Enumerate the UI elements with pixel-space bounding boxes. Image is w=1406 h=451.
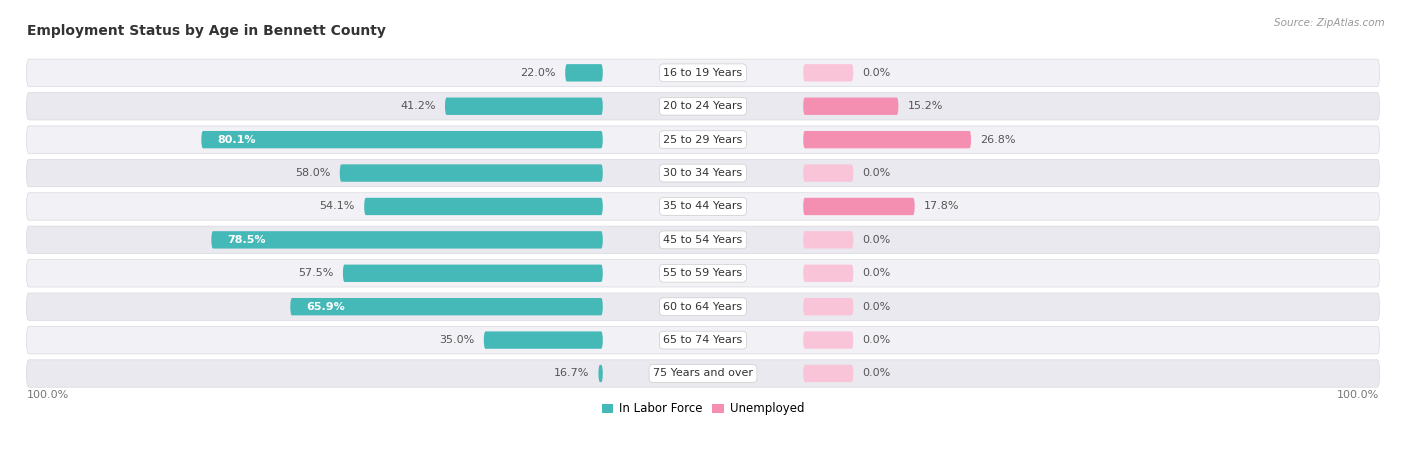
Text: 25 to 29 Years: 25 to 29 Years <box>664 135 742 145</box>
FancyBboxPatch shape <box>803 331 853 349</box>
Text: 0.0%: 0.0% <box>863 335 891 345</box>
FancyBboxPatch shape <box>364 198 603 215</box>
Text: 80.1%: 80.1% <box>217 135 256 145</box>
FancyBboxPatch shape <box>803 131 972 148</box>
Text: 17.8%: 17.8% <box>924 202 959 212</box>
Text: 30 to 34 Years: 30 to 34 Years <box>664 168 742 178</box>
Text: 100.0%: 100.0% <box>1337 390 1379 400</box>
Text: 22.0%: 22.0% <box>520 68 555 78</box>
FancyBboxPatch shape <box>201 131 603 148</box>
FancyBboxPatch shape <box>27 260 1379 287</box>
Text: 0.0%: 0.0% <box>863 302 891 312</box>
Text: Employment Status by Age in Bennett County: Employment Status by Age in Bennett Coun… <box>27 24 385 38</box>
FancyBboxPatch shape <box>211 231 603 249</box>
Legend: In Labor Force, Unemployed: In Labor Force, Unemployed <box>598 397 808 420</box>
FancyBboxPatch shape <box>27 327 1379 354</box>
FancyBboxPatch shape <box>444 97 603 115</box>
Text: 100.0%: 100.0% <box>27 390 69 400</box>
Text: 65 to 74 Years: 65 to 74 Years <box>664 335 742 345</box>
Text: 0.0%: 0.0% <box>863 268 891 278</box>
Text: 35.0%: 35.0% <box>439 335 474 345</box>
FancyBboxPatch shape <box>343 265 603 282</box>
Text: 0.0%: 0.0% <box>863 68 891 78</box>
Text: 20 to 24 Years: 20 to 24 Years <box>664 101 742 111</box>
FancyBboxPatch shape <box>27 126 1379 153</box>
Text: 41.2%: 41.2% <box>401 101 436 111</box>
Text: 16.7%: 16.7% <box>554 368 589 378</box>
FancyBboxPatch shape <box>27 226 1379 253</box>
Text: 78.5%: 78.5% <box>226 235 266 245</box>
Text: 35 to 44 Years: 35 to 44 Years <box>664 202 742 212</box>
FancyBboxPatch shape <box>27 159 1379 187</box>
FancyBboxPatch shape <box>27 193 1379 220</box>
FancyBboxPatch shape <box>803 164 853 182</box>
FancyBboxPatch shape <box>803 231 853 249</box>
FancyBboxPatch shape <box>27 293 1379 320</box>
FancyBboxPatch shape <box>565 64 603 82</box>
FancyBboxPatch shape <box>290 298 603 315</box>
FancyBboxPatch shape <box>803 365 853 382</box>
FancyBboxPatch shape <box>803 64 853 82</box>
FancyBboxPatch shape <box>803 198 915 215</box>
Text: 60 to 64 Years: 60 to 64 Years <box>664 302 742 312</box>
FancyBboxPatch shape <box>27 360 1379 387</box>
Text: 65.9%: 65.9% <box>307 302 344 312</box>
Text: 26.8%: 26.8% <box>980 135 1017 145</box>
Text: 75 Years and over: 75 Years and over <box>652 368 754 378</box>
FancyBboxPatch shape <box>27 92 1379 120</box>
FancyBboxPatch shape <box>340 164 603 182</box>
FancyBboxPatch shape <box>484 331 603 349</box>
Text: 57.5%: 57.5% <box>298 268 333 278</box>
FancyBboxPatch shape <box>803 97 898 115</box>
FancyBboxPatch shape <box>803 265 853 282</box>
Text: 15.2%: 15.2% <box>908 101 943 111</box>
Text: 54.1%: 54.1% <box>319 202 354 212</box>
Text: 0.0%: 0.0% <box>863 168 891 178</box>
Text: 58.0%: 58.0% <box>295 168 330 178</box>
Text: 55 to 59 Years: 55 to 59 Years <box>664 268 742 278</box>
FancyBboxPatch shape <box>803 298 853 315</box>
Text: 45 to 54 Years: 45 to 54 Years <box>664 235 742 245</box>
Text: 0.0%: 0.0% <box>863 235 891 245</box>
Text: Source: ZipAtlas.com: Source: ZipAtlas.com <box>1274 18 1385 28</box>
Text: 16 to 19 Years: 16 to 19 Years <box>664 68 742 78</box>
FancyBboxPatch shape <box>599 365 603 382</box>
Text: 0.0%: 0.0% <box>863 368 891 378</box>
FancyBboxPatch shape <box>27 59 1379 87</box>
